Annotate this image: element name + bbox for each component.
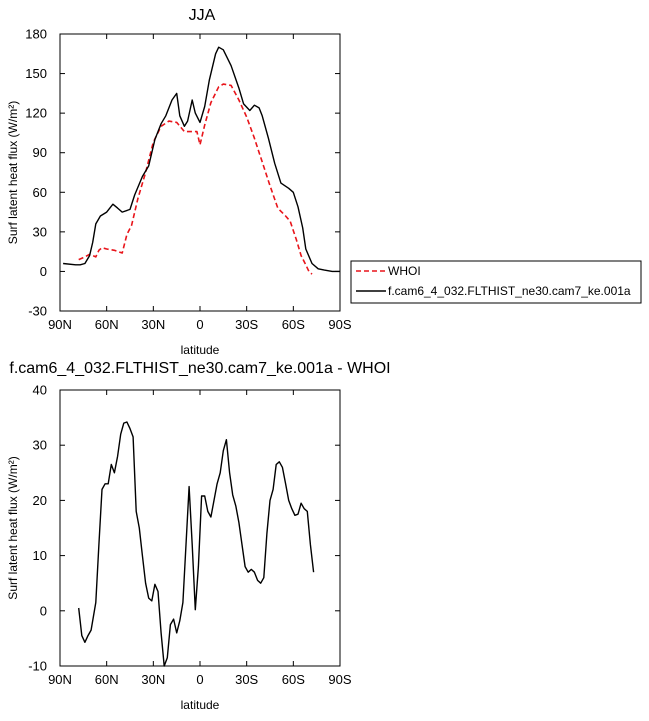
top-panel: JJA 90N 60N 30N 0 30S 60S 90S -30 0 30 60 90 120 150 1… xyxy=(6,7,352,357)
bottom-y-tick-label: 10 xyxy=(33,548,47,563)
bottom-tick-labels: 90N 60N 30N 0 30S 60S 90S -10 0 10 20 30 40 xyxy=(28,383,352,688)
top-x-tick-label: 60N xyxy=(95,317,119,332)
bottom-series xyxy=(78,421,315,667)
bottom-x-tick-label: 0 xyxy=(196,672,203,687)
top-y-tick-label: 150 xyxy=(25,66,47,81)
top-x-tick-label: 60S xyxy=(282,317,305,332)
top-x-tick-label: 30N xyxy=(141,317,165,332)
top-x-tick-label: 90N xyxy=(48,317,72,332)
top-series xyxy=(63,46,340,275)
bottom-x-tick-label: 90N xyxy=(48,672,72,687)
bottom-panel: f.cam6_4_032.FLTHIST_ne30.cam7_ke.001a -… xyxy=(6,360,391,712)
legend-box xyxy=(350,260,642,304)
top-tick-labels: 90N 60N 30N 0 30S 60S 90S -30 0 30 60 90 120 150 180 xyxy=(25,27,352,333)
top-x-tick-label: 30S xyxy=(235,317,258,332)
bottom-y-tick-label: 20 xyxy=(33,493,47,508)
bottom-x-tick-label: 60N xyxy=(95,672,119,687)
top-y-tick-label: 90 xyxy=(33,145,47,160)
top-chart-title: JJA xyxy=(189,7,216,24)
top-y-axis-label: Surf latent heat flux (W/m²) xyxy=(6,101,20,244)
bottom-chart-title: f.cam6_4_032.FLTHIST_ne30.cam7_ke.001a -… xyxy=(9,360,390,377)
top-x-tick-label: 0 xyxy=(196,317,203,332)
top-y-tick-label: 120 xyxy=(25,106,47,121)
legend-label-model: f.cam6_4_032.FLTHIST_ne30.cam7_ke.001a xyxy=(388,284,631,298)
bottom-x-tick-label: 30S xyxy=(235,672,258,687)
top-y-tick-label: 30 xyxy=(33,224,47,239)
top-series-line-0 xyxy=(78,83,313,275)
bottom-x-tick-label: 60S xyxy=(282,672,305,687)
top-y-tick-label: -30 xyxy=(28,304,47,319)
legend: WHOI f.cam6_4_032.FLTHIST_ne30.cam7_ke.0… xyxy=(350,260,642,304)
bottom-y-tick-label: 0 xyxy=(40,603,47,618)
top-x-axis-label: latitude xyxy=(181,343,220,357)
top-plot-frame xyxy=(59,33,341,312)
top-ticks xyxy=(59,33,341,312)
top-series-line-1 xyxy=(63,46,340,273)
top-y-tick-label: 60 xyxy=(33,185,47,200)
legend-label-whoi: WHOI xyxy=(388,264,421,278)
bottom-y-tick-label: -10 xyxy=(28,659,47,674)
bottom-y-tick-label: 40 xyxy=(33,383,47,398)
bottom-x-tick-label: 30N xyxy=(141,672,165,687)
bottom-y-axis-label: Surf latent heat flux (W/m²) xyxy=(6,456,20,599)
top-x-tick-label: 90S xyxy=(328,317,351,332)
bottom-series-line-0 xyxy=(78,421,315,667)
bottom-x-axis-label: latitude xyxy=(181,698,220,712)
bottom-x-tick-label: 90S xyxy=(328,672,351,687)
bottom-ticks xyxy=(59,389,341,667)
bottom-y-tick-label: 30 xyxy=(33,438,47,453)
top-y-tick-label: 0 xyxy=(40,264,47,279)
top-y-tick-label: 180 xyxy=(25,27,47,42)
